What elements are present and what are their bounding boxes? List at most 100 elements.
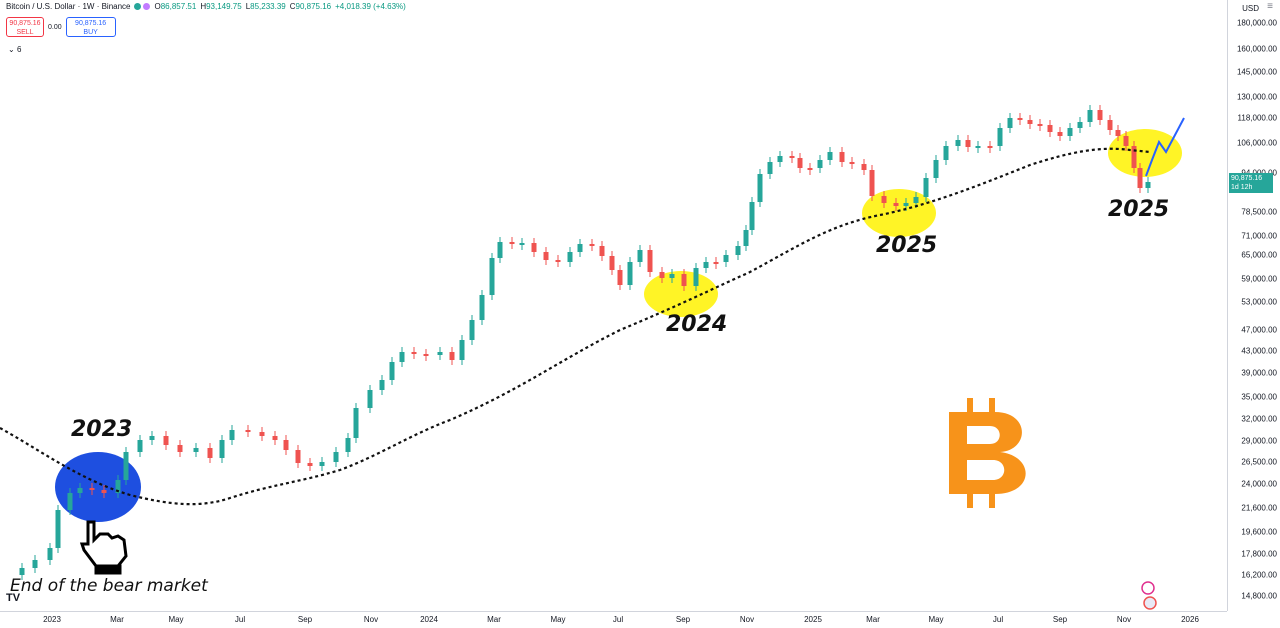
price-tick-label: 47,000.00 xyxy=(1241,325,1277,335)
candle-body xyxy=(893,203,899,206)
price-tick-label: 21,600.00 xyxy=(1241,503,1277,513)
candle-body xyxy=(245,430,251,432)
candle-body xyxy=(923,178,929,197)
buy-button[interactable]: 90,875.16 BUY xyxy=(65,17,116,37)
candle-body xyxy=(1145,182,1151,188)
price-tick-label: 19,600.00 xyxy=(1241,527,1277,537)
price-tick-label: 32,000.00 xyxy=(1241,414,1277,424)
ohlc-close: C90,875.16 xyxy=(289,2,332,11)
tradingview-logo: TV xyxy=(6,592,21,604)
candle-body xyxy=(319,462,325,466)
currency-label[interactable]: USD xyxy=(1242,4,1259,13)
candle-body xyxy=(743,230,749,246)
candle-body xyxy=(1047,125,1053,132)
time-tick-label: Jul xyxy=(992,615,1004,624)
time-tick-label: Sep xyxy=(297,615,313,624)
candle-body xyxy=(67,493,73,510)
menu-icon[interactable]: ≡ xyxy=(1267,1,1273,12)
candle-body xyxy=(789,156,795,158)
candle-body xyxy=(449,352,455,360)
time-tick-label: Jul xyxy=(612,615,624,624)
market-open-icon xyxy=(134,3,142,10)
candle-body xyxy=(903,203,909,206)
candle-body xyxy=(333,452,339,462)
price-tick-label: 180,000.00 xyxy=(1236,18,1277,28)
symbol-title[interactable]: Bitcoin / U.S. Dollar · 1W · Binance xyxy=(6,2,131,11)
highlight-2023 xyxy=(55,452,141,522)
bitcoin-logo xyxy=(949,398,1026,508)
annotation-2025-right: 2025 xyxy=(1108,197,1170,222)
candle-body xyxy=(777,156,783,162)
chart-pane[interactable]: Bitcoin / U.S. Dollar · 1W · Binance O86… xyxy=(0,0,1227,611)
candle-body xyxy=(1123,136,1129,146)
time-tick-label: Sep xyxy=(1052,615,1068,624)
price-tick-label: 29,000.00 xyxy=(1241,436,1277,446)
price-tick-label: 35,000.00 xyxy=(1241,392,1277,402)
symbol-legend: Bitcoin / U.S. Dollar · 1W · Binance O86… xyxy=(6,2,406,11)
price-tick-label: 24,000.00 xyxy=(1241,479,1277,489)
price-chart[interactable] xyxy=(0,0,1227,611)
candle-body xyxy=(723,255,729,262)
time-tick-label: 2026 xyxy=(1181,615,1199,624)
candle-body xyxy=(589,244,595,246)
candle-body xyxy=(207,448,213,458)
candle-body xyxy=(617,270,623,285)
candle-body xyxy=(101,490,107,493)
time-tick-label: 2023 xyxy=(43,615,61,624)
price-tick-label: 71,000.00 xyxy=(1241,231,1277,241)
candle-body xyxy=(459,340,465,360)
chevron-down-icon: ⌄ xyxy=(8,45,15,54)
candle-body xyxy=(955,140,961,146)
candle-body xyxy=(489,258,495,295)
highlight-2024 xyxy=(644,271,718,317)
candle-body xyxy=(543,252,549,260)
candle-body xyxy=(681,274,687,286)
time-tick-label: May xyxy=(168,615,184,624)
candle-body xyxy=(627,262,633,285)
candle-body xyxy=(115,480,121,493)
time-tick-label: 2025 xyxy=(804,615,822,624)
candle-body xyxy=(307,463,313,466)
candle-body xyxy=(647,250,653,272)
candle-body xyxy=(47,548,53,560)
legend-status-icons xyxy=(134,3,151,10)
candle-body xyxy=(379,380,385,390)
indicators-toggle[interactable]: ⌄ 6 xyxy=(8,45,21,54)
time-tick-label: Nov xyxy=(1116,615,1132,624)
price-tick-label: 17,800.00 xyxy=(1241,549,1277,559)
candle-body xyxy=(1007,118,1013,128)
candle-body xyxy=(123,452,129,480)
time-tick-label: Mar xyxy=(110,615,124,624)
candle-body xyxy=(609,256,615,270)
candle-body xyxy=(839,152,845,162)
candle-body xyxy=(1017,118,1023,120)
candle-body xyxy=(693,268,699,286)
annotation-2023: 2023 xyxy=(71,417,133,442)
ohlc-change: +4,018.39 (+4.63%) xyxy=(335,2,406,11)
sell-button[interactable]: 90,875.16 SELL xyxy=(6,17,44,37)
candle-body xyxy=(519,243,525,245)
highlight-2025-right xyxy=(1108,129,1182,177)
candle-body xyxy=(423,354,429,356)
candle-body xyxy=(32,560,38,568)
candle-body xyxy=(1027,120,1033,124)
ohlc-open: O86,857.51 xyxy=(154,2,197,11)
time-tick-label: Jul xyxy=(234,615,246,624)
candle-body xyxy=(497,242,503,258)
price-tick-label: 43,000.00 xyxy=(1241,346,1277,356)
candle-body xyxy=(975,146,981,148)
price-tick-label: 118,000.00 xyxy=(1237,113,1277,123)
candle-body xyxy=(713,262,719,264)
candle-body xyxy=(599,246,605,256)
candle-body xyxy=(295,450,301,463)
candle-body xyxy=(367,390,373,408)
candle-body xyxy=(757,174,763,202)
candle-body xyxy=(469,320,475,340)
candle-body xyxy=(19,568,25,575)
candle-body xyxy=(1067,128,1073,136)
price-axis[interactable]: USD ≡ 180,000.00 160,000.00 145,000.00 130,… xyxy=(1227,0,1280,611)
candle-body xyxy=(669,274,675,278)
indicator-count: 6 xyxy=(16,45,22,54)
time-axis[interactable]: 2023 Mar May Jul Sep Nov 2024 Mar May Jul Sep Nov 20… xyxy=(0,611,1227,628)
